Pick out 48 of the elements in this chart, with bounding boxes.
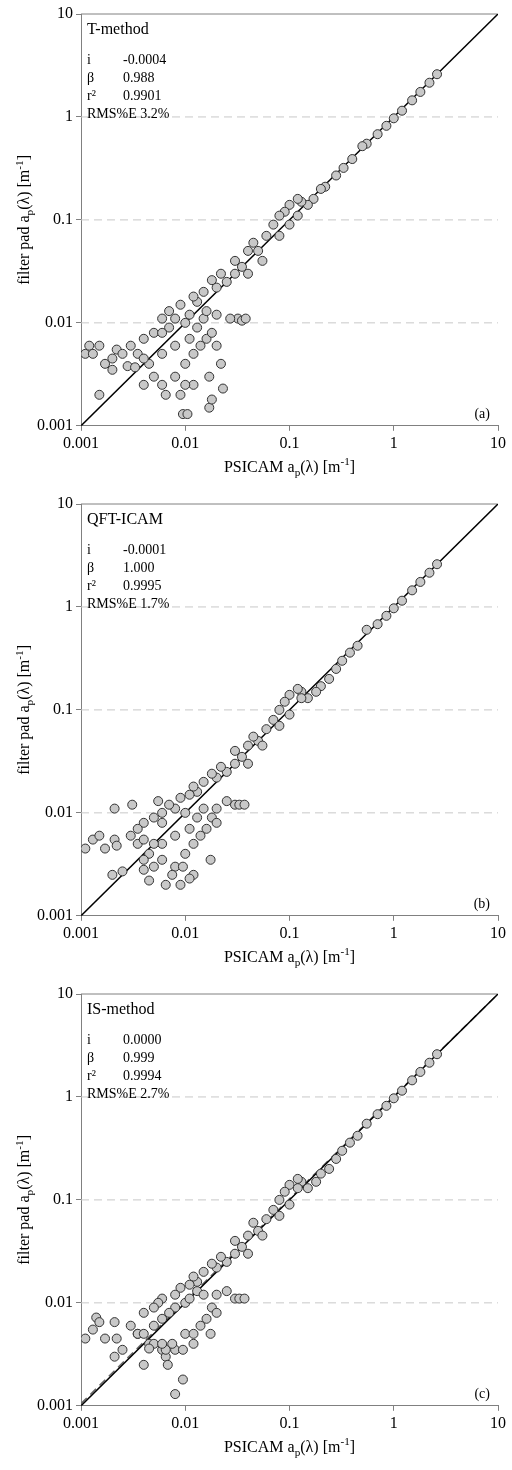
- annotation: (b): [473, 895, 491, 912]
- y-axis-title: filter pad ap(λ) [m-1]: [12, 1135, 35, 1265]
- x-tick-label: 10: [490, 923, 506, 941]
- y-tick-label: 0.001: [37, 906, 73, 923]
- x-tick-label: 0.01: [171, 923, 200, 941]
- annotation: RMS%E 2.7%: [87, 1086, 170, 1101]
- x-tick-label: 1: [389, 433, 398, 451]
- annotation: (a): [474, 405, 491, 422]
- text: r² 0.9995: [87, 578, 162, 593]
- y-tick-label: 1: [65, 1087, 73, 1105]
- y-tick-label: 0.1: [53, 1190, 73, 1208]
- text: β 1.000: [87, 560, 155, 575]
- x-tick-label: 1: [389, 1413, 398, 1431]
- y-tick-label: 0.1: [53, 700, 73, 718]
- x-tick-label: 0.01: [171, 1413, 200, 1431]
- x-tick-label: 0.01: [171, 433, 200, 451]
- annotation: RMS%E 3.2%: [87, 106, 170, 121]
- y-tick-label: 10: [57, 494, 73, 512]
- text: β 0.988: [87, 70, 155, 85]
- annotation: QFT-ICAM: [87, 510, 163, 527]
- y-tick-label: 10: [57, 4, 73, 22]
- text: r² 0.9994: [87, 1068, 162, 1083]
- x-tick-label: 0.1: [279, 433, 300, 451]
- y-tick-label: 0.01: [45, 313, 73, 331]
- annotation: (c): [474, 1385, 491, 1402]
- y-tick-label: 0.001: [37, 1396, 73, 1413]
- y-tick-label: 1: [65, 107, 73, 125]
- y-tick-label: 1: [65, 597, 73, 615]
- text: i -0.0001: [87, 542, 167, 557]
- text: i 0.0000: [87, 1032, 162, 1047]
- x-tick-label: 0.1: [279, 923, 300, 941]
- y-tick-label: 0.1: [53, 210, 73, 228]
- y-tick-label: 10: [57, 984, 73, 1002]
- y-axis-title: filter pad ap(λ) [m-1]: [12, 645, 35, 775]
- annotation: IS-method: [87, 1000, 155, 1017]
- annotation: RMS%E 1.7%: [87, 596, 170, 611]
- y-tick-label: 0.01: [45, 1293, 73, 1311]
- text: i -0.0004: [87, 52, 167, 67]
- text: r² 0.9901: [87, 88, 162, 103]
- x-tick-label: 10: [490, 1413, 506, 1431]
- text: β 0.999: [87, 1050, 155, 1065]
- y-tick-label: 0.001: [37, 416, 73, 433]
- x-tick-label: 10: [490, 433, 506, 451]
- x-tick-label: 0.1: [279, 1413, 300, 1431]
- y-tick-label: 0.01: [45, 803, 73, 821]
- annotation: T-method: [87, 20, 149, 37]
- y-axis-title: filter pad ap(λ) [m-1]: [12, 155, 35, 285]
- x-tick-label: 1: [389, 923, 398, 941]
